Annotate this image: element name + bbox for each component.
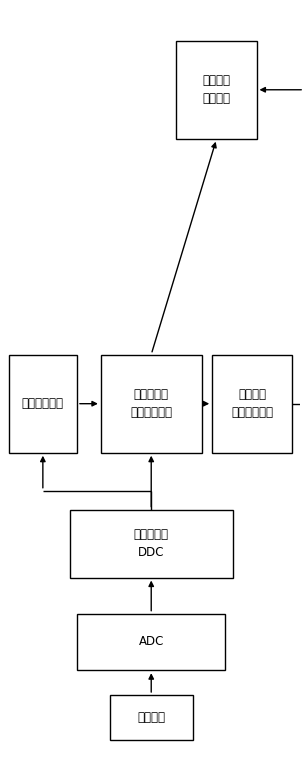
Bar xyxy=(212,354,292,453)
Text: 伪码时延
开环估计单元: 伪码时延 开环估计单元 xyxy=(231,388,273,419)
Bar xyxy=(9,354,77,453)
Bar xyxy=(110,695,193,741)
Bar xyxy=(69,510,233,578)
Bar xyxy=(77,613,226,671)
Text: 载波与伪码
闭环跟踪单元: 载波与伪码 闭环跟踪单元 xyxy=(130,388,172,419)
Text: ADC: ADC xyxy=(139,636,164,648)
Text: 中频信号: 中频信号 xyxy=(137,711,165,724)
Text: 伪码捕获单元: 伪码捕获单元 xyxy=(22,397,64,410)
Text: 数字下变频
DDC: 数字下变频 DDC xyxy=(134,528,169,559)
Bar xyxy=(101,354,202,453)
Bar xyxy=(177,40,257,139)
Text: 伪码时延
计算单元: 伪码时延 计算单元 xyxy=(203,74,230,105)
